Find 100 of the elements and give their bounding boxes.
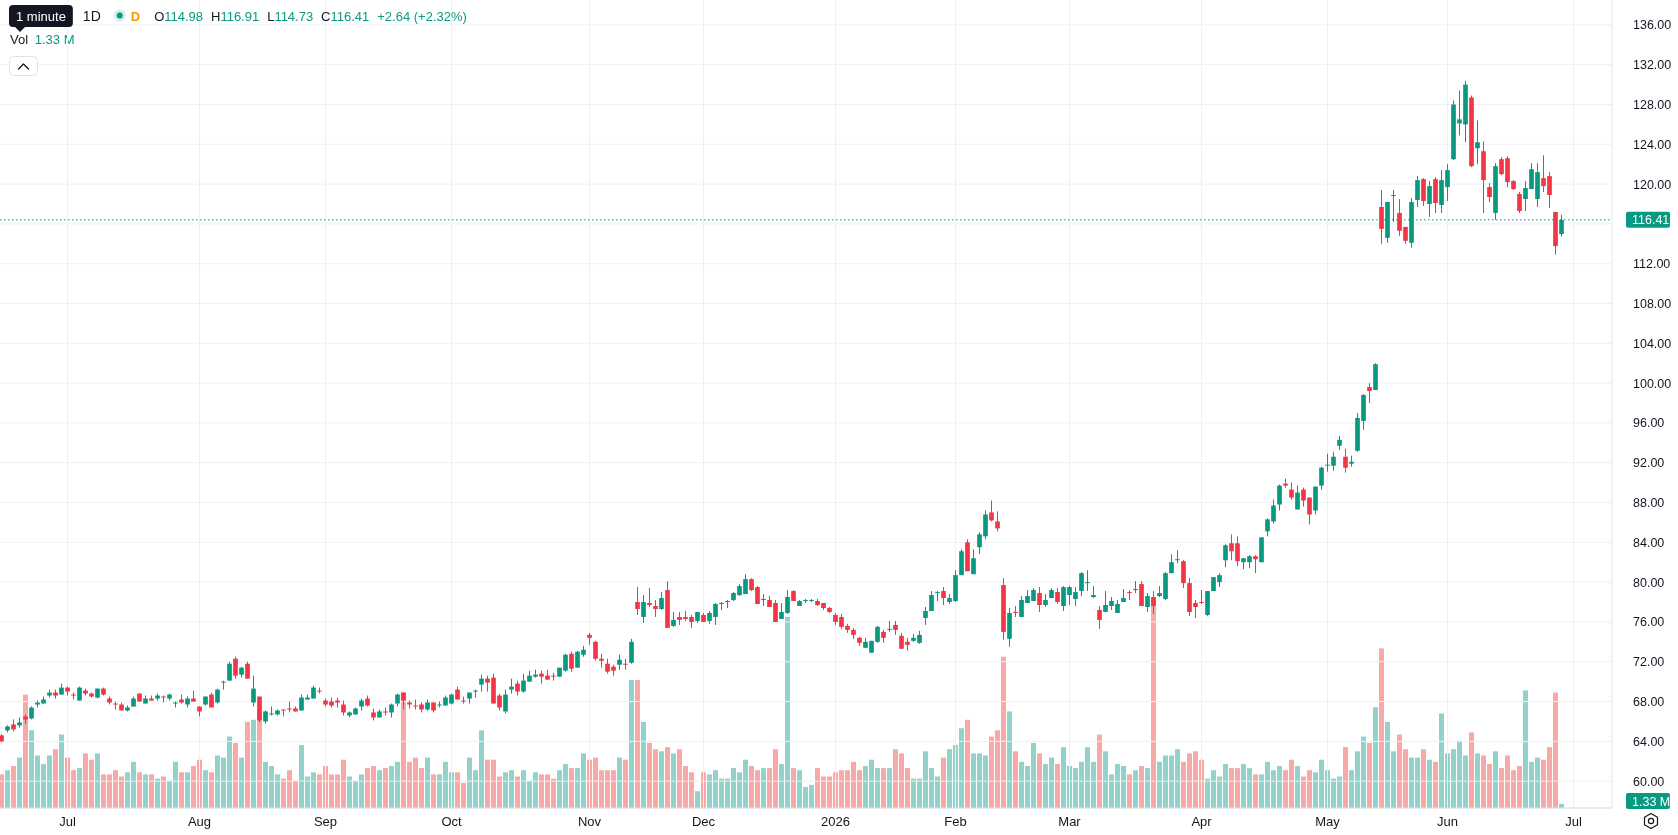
bar xyxy=(233,742,238,808)
candlestick xyxy=(1277,484,1282,511)
y-tick-label: 120.00 xyxy=(1633,177,1672,192)
bar xyxy=(383,768,388,808)
text: 1D xyxy=(82,7,101,24)
bar xyxy=(1475,753,1480,808)
candlestick xyxy=(1427,180,1432,218)
bar xyxy=(887,768,892,808)
bar xyxy=(1145,768,1150,808)
bar xyxy=(143,774,148,808)
bar xyxy=(1007,711,1012,808)
candlestick xyxy=(569,651,574,673)
x-tick-label: Jul xyxy=(59,814,76,829)
x-tick-label: Mar xyxy=(1058,814,1082,829)
y-tick-label: 128.00 xyxy=(1633,97,1672,112)
candlestick xyxy=(1205,590,1210,617)
bar xyxy=(137,772,142,808)
ref-line-label: 116.41 xyxy=(1632,213,1670,228)
candlestick xyxy=(995,510,1000,532)
candlestick xyxy=(1133,580,1138,594)
bar xyxy=(791,768,796,808)
y-tick-label: 100.00 xyxy=(1633,376,1672,391)
y-tick-label: 132.00 xyxy=(1633,58,1672,73)
x-tick-label: Aug xyxy=(187,814,212,829)
bar xyxy=(881,768,886,808)
bar xyxy=(569,768,574,808)
bar xyxy=(1127,774,1132,808)
annotation: H116.91 xyxy=(211,8,260,24)
candlestick xyxy=(1223,543,1228,568)
candlestick xyxy=(935,590,940,602)
candlestick xyxy=(989,500,994,522)
y-tick-label: 72.00 xyxy=(1633,655,1665,670)
candlestick xyxy=(1175,549,1180,564)
bar xyxy=(659,751,664,808)
bar xyxy=(1493,751,1498,808)
bar xyxy=(59,734,64,808)
x-tick-label: Dec xyxy=(691,814,716,829)
y-tick-label: 112.00 xyxy=(1633,257,1671,272)
bar xyxy=(149,774,154,808)
bar xyxy=(761,768,766,808)
bar xyxy=(1037,753,1042,808)
candlestick xyxy=(623,658,628,671)
bar xyxy=(1367,742,1372,808)
bar xyxy=(185,772,190,808)
candlestick xyxy=(1415,175,1420,208)
candlestick xyxy=(233,656,238,680)
bar xyxy=(1421,749,1426,808)
text: 1.33 M xyxy=(1632,794,1671,809)
bar xyxy=(1013,751,1018,808)
candlestick xyxy=(1013,605,1018,618)
candlestick xyxy=(641,594,646,624)
y-tick-label: 88.00 xyxy=(1633,496,1665,511)
y-tick-label: 104.00 xyxy=(1633,336,1672,351)
bar xyxy=(11,766,16,808)
x-tick-label: 2026 xyxy=(821,814,850,829)
bar xyxy=(5,770,10,808)
x-tick-label: Nov xyxy=(577,814,602,829)
bar xyxy=(1055,763,1060,808)
bar xyxy=(1253,774,1258,808)
bar xyxy=(239,757,244,808)
candlestick xyxy=(1367,382,1372,404)
candlestick xyxy=(257,696,262,723)
candlestick xyxy=(1421,177,1426,207)
candlestick xyxy=(1319,466,1324,491)
x-tick-label: Apr xyxy=(1191,814,1213,829)
bar xyxy=(1139,766,1144,808)
annotation: O114.98 xyxy=(154,8,204,24)
bar xyxy=(1427,759,1432,808)
candlestick xyxy=(971,548,976,575)
bar xyxy=(377,770,382,808)
bar xyxy=(53,749,58,808)
y-tick-label: 108.00 xyxy=(1633,297,1672,311)
y-tick-label: 124.00 xyxy=(1633,137,1672,152)
y-tick-label: 68.00 xyxy=(1633,695,1665,710)
bar xyxy=(1433,761,1438,808)
y-tick-label: 136.00 xyxy=(1633,18,1672,33)
bar xyxy=(77,768,82,808)
bar xyxy=(641,721,646,808)
candlestick xyxy=(1151,590,1156,615)
y-tick-label: 60.00 xyxy=(1633,774,1665,789)
bar xyxy=(1097,734,1102,808)
bar xyxy=(1343,747,1348,808)
bar xyxy=(1469,732,1474,808)
annotation: C116.41 xyxy=(321,8,370,24)
y-tick-label: 76.00 xyxy=(1633,615,1665,630)
bar xyxy=(1133,770,1138,808)
bar xyxy=(665,747,670,808)
candlestick xyxy=(959,548,964,576)
bar xyxy=(179,772,184,808)
candlestick xyxy=(1313,486,1318,515)
y-tick-label: 92.00 xyxy=(1633,456,1665,471)
candlestick xyxy=(1343,448,1348,474)
candlestick xyxy=(929,590,934,612)
y-tick-label: 80.00 xyxy=(1633,575,1665,590)
candlestick xyxy=(1517,191,1522,214)
candlestick xyxy=(1139,580,1144,607)
candlestick xyxy=(635,586,640,616)
bar xyxy=(617,757,622,808)
candlestick xyxy=(887,620,892,633)
candlestick xyxy=(1127,589,1132,601)
